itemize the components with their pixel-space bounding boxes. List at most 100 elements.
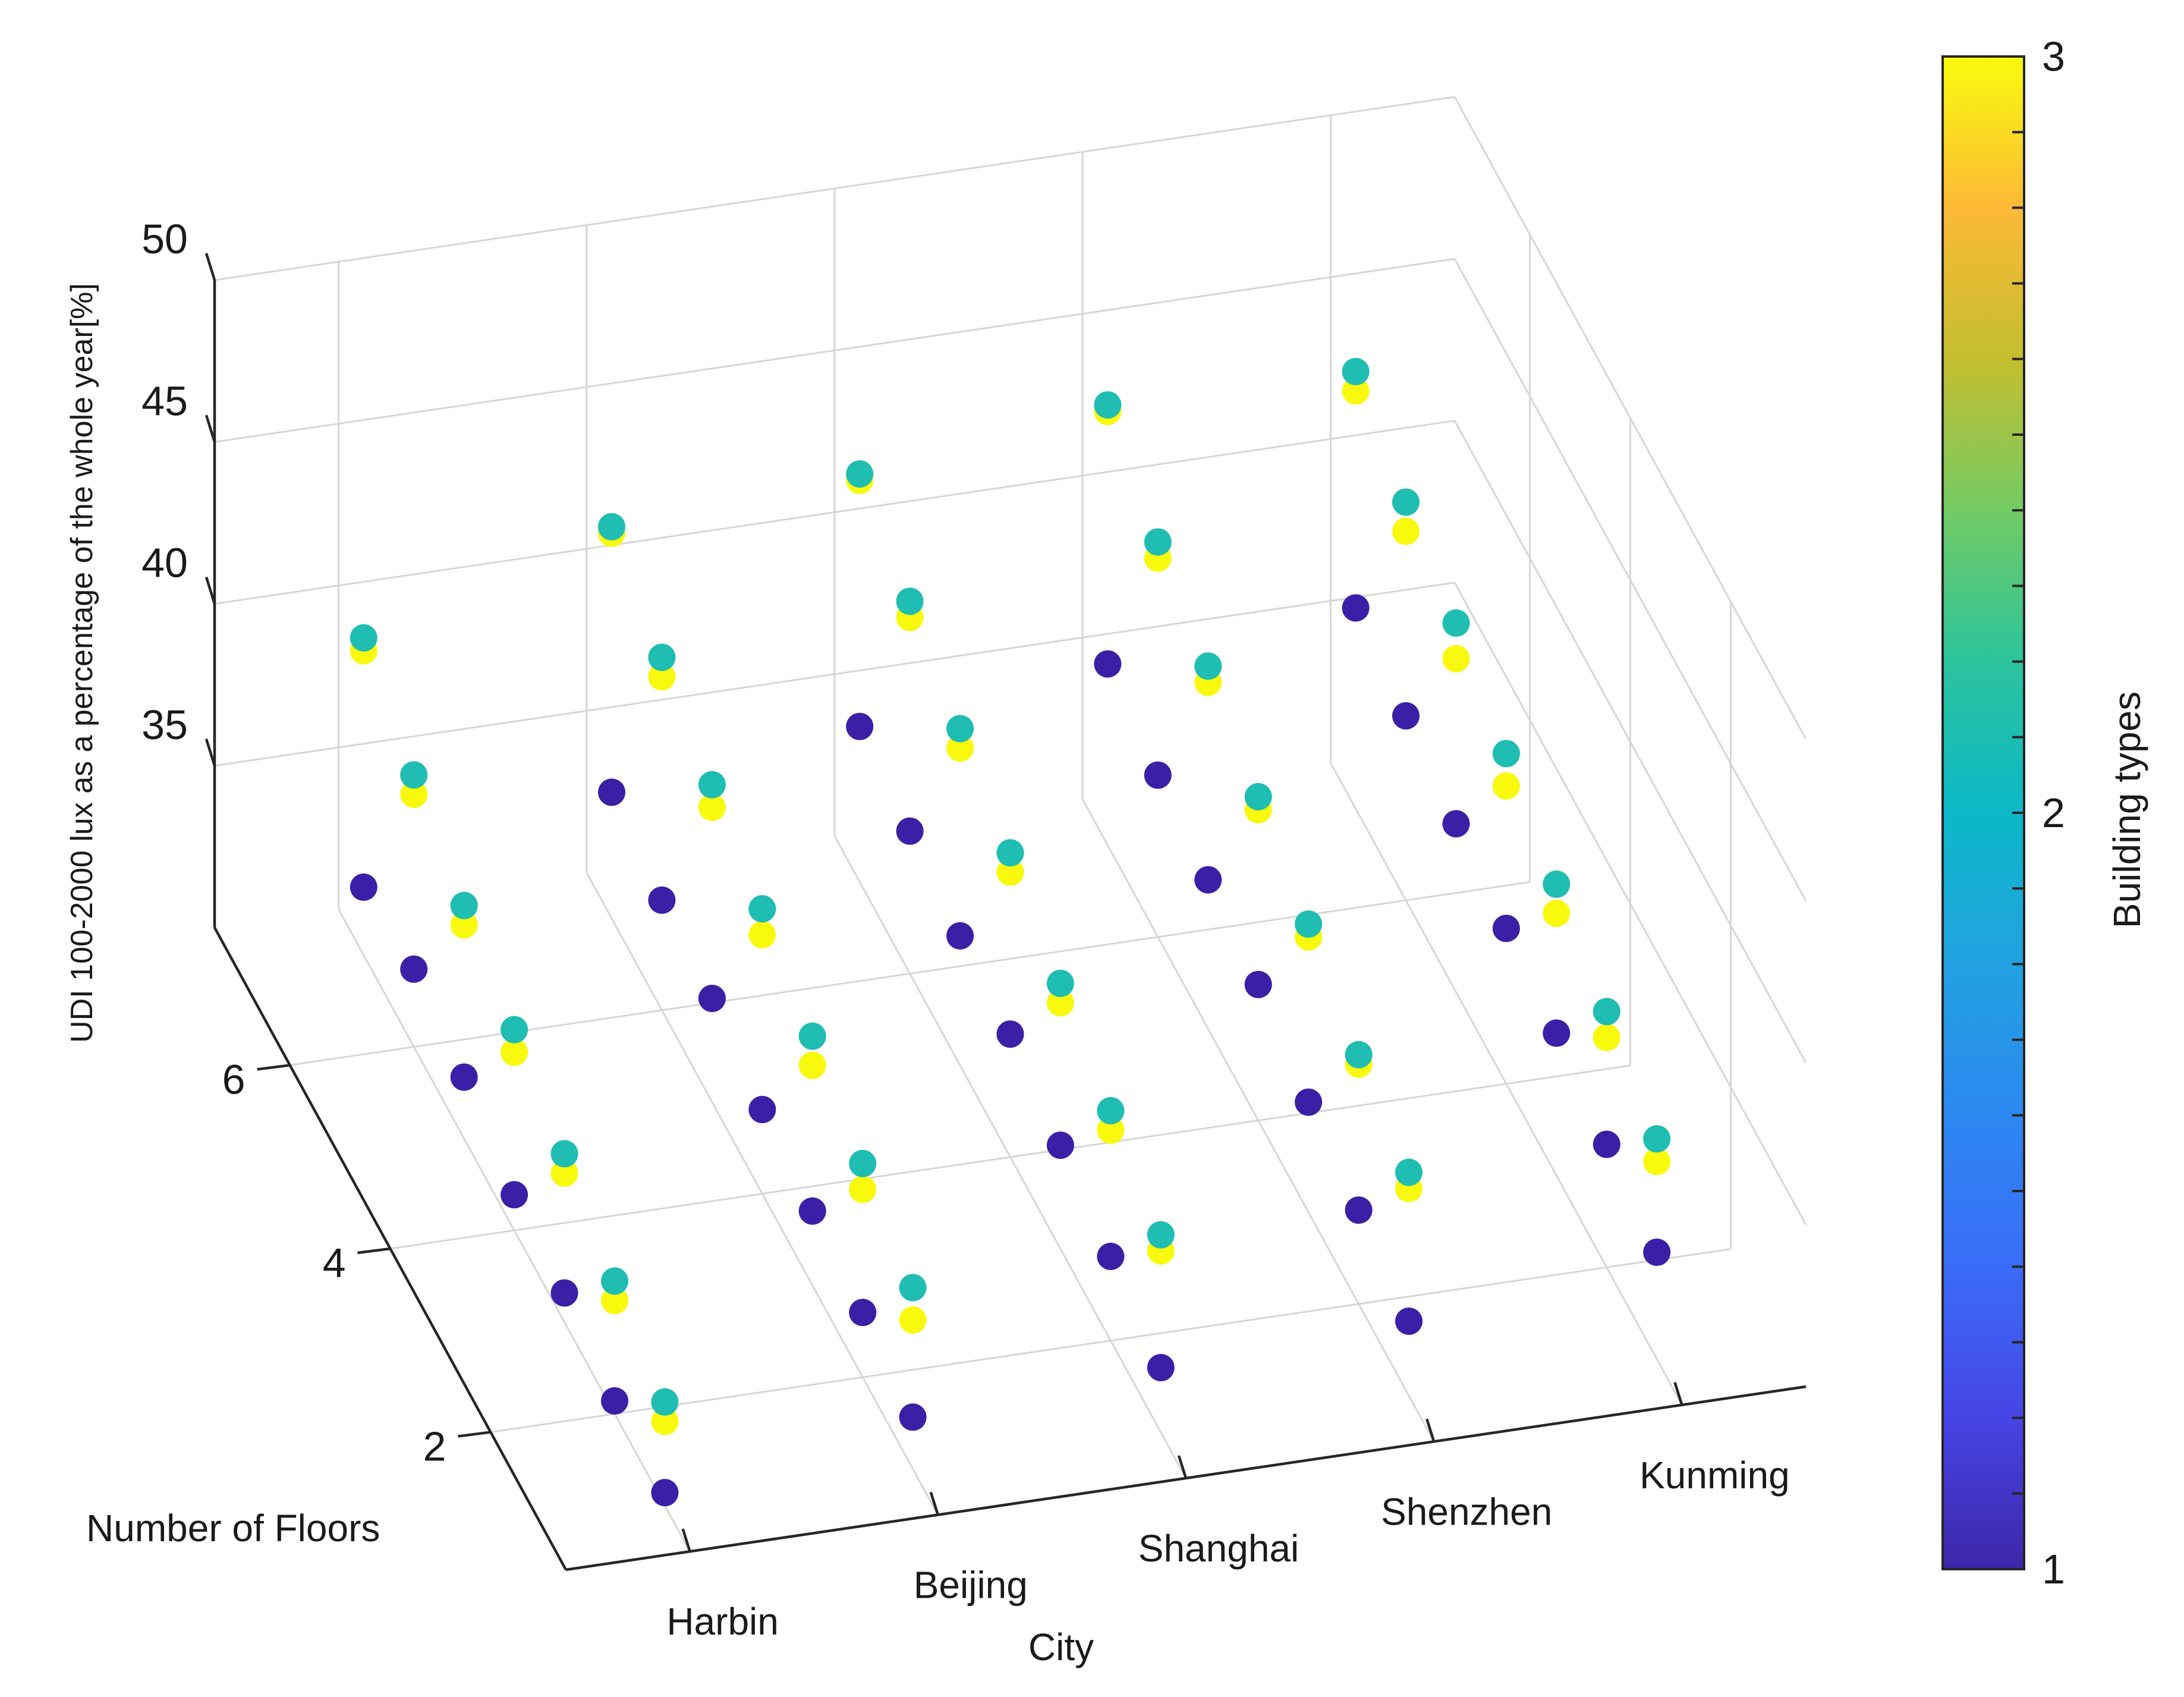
data-point-type1-shanghai-floor6 — [896, 817, 924, 845]
x-tick — [929, 1491, 939, 1516]
x-tick-label-harbin: Harbin — [666, 1600, 779, 1643]
data-point-type1-shanghai-floor4 — [996, 1020, 1024, 1048]
data-point-type1-kunming-floor2 — [1593, 1130, 1620, 1158]
x-tick — [1425, 1418, 1436, 1443]
data-point-type2-kunming-floor6 — [1392, 488, 1420, 516]
data-point-type2-shanghai-floor4 — [996, 839, 1024, 867]
data-point-type1-kunming-floor4 — [1492, 915, 1520, 942]
data-point-type2-beijing-floor7 — [598, 513, 625, 540]
data-point-type2-shanghai-floor6 — [896, 587, 924, 615]
data-point-type1-harbin-floor5 — [450, 1063, 478, 1091]
data-point-type2-shenzhen-floor2 — [1345, 1041, 1373, 1069]
data-point-type2-harbin-floor2 — [601, 1267, 628, 1295]
data-point-type3-harbin-floor1 — [651, 1407, 679, 1435]
data-point-type2-shanghai-floor1 — [1147, 1221, 1175, 1249]
x-tick — [1673, 1382, 1683, 1406]
data-point-type1-harbin-floor3 — [550, 1279, 578, 1307]
data-point-type1-shenzhen-floor3 — [1295, 1088, 1323, 1116]
data-point-type1-kunming-floor6 — [1392, 702, 1420, 730]
data-point-type3-beijing-floor4 — [748, 921, 776, 948]
data-point-type2-beijing-floor5 — [698, 771, 726, 799]
colorbar-tick-label: 1 — [2042, 1546, 2065, 1592]
data-point-type2-kunming-floor5 — [1442, 609, 1470, 637]
data-point-type1-shenzhen-floor5 — [1194, 866, 1222, 894]
points-layer — [350, 357, 1671, 1507]
data-point-type3-beijing-floor5 — [698, 793, 726, 821]
data-point-type1-shanghai-floor2 — [1097, 1243, 1125, 1270]
data-point-type2-beijing-floor1 — [899, 1274, 927, 1302]
data-point-type2-kunming-floor7 — [1342, 357, 1370, 385]
z-tick — [204, 253, 216, 281]
data-point-type3-harbin-floor5 — [450, 911, 478, 939]
data-point-type3-harbin-floor4 — [501, 1038, 528, 1066]
data-point-type1-harbin-floor1 — [651, 1479, 679, 1507]
data-point-type3-harbin-floor2 — [601, 1287, 628, 1315]
data-point-type2-harbin-floor1 — [651, 1388, 679, 1416]
data-point-type1-beijing-floor3 — [798, 1197, 826, 1225]
data-point-type3-kunming-floor4 — [1492, 772, 1520, 800]
axis-layer — [204, 253, 1807, 1572]
data-point-type2-shanghai-floor2 — [1097, 1097, 1125, 1124]
label-layer: Harbin Beijing Shanghai Shenzhen Kunming 2 4 6 3… — [141, 216, 1790, 1643]
data-point-type3-kunming-floor6 — [1392, 517, 1420, 545]
data-point-type3-kunming-floor3 — [1543, 900, 1571, 927]
data-point-type3-harbin-floor6 — [400, 780, 428, 808]
data-point-type2-harbin-floor6 — [400, 761, 428, 789]
grid-layer — [214, 96, 1807, 1552]
data-point-type1-kunming-floor5 — [1442, 810, 1470, 838]
data-point-type1-beijing-floor7 — [598, 778, 625, 806]
z-axis-title: UDI 100-2000 lux as a percentage of the … — [65, 283, 99, 1043]
z-tick-label: 35 — [141, 702, 188, 748]
y-tick-label: 2 — [423, 1423, 446, 1470]
gridline-floor-y — [289, 881, 1530, 1066]
gridline-backwall-z — [214, 96, 1455, 281]
x-tick — [681, 1528, 691, 1552]
y-tick-label: 4 — [323, 1240, 346, 1286]
data-point-type2-shanghai-floor7 — [846, 460, 874, 488]
data-point-type1-beijing-floor4 — [748, 1096, 776, 1123]
data-point-type1-kunming-floor1 — [1643, 1239, 1671, 1266]
data-point-type1-shenzhen-floor7 — [1094, 650, 1122, 678]
z-tick — [204, 576, 216, 605]
data-point-type2-shenzhen-floor7 — [1094, 391, 1122, 419]
x-axis-title: City — [1028, 1626, 1094, 1668]
data-point-type3-shanghai-floor4 — [996, 858, 1024, 886]
data-point-type2-harbin-floor4 — [501, 1016, 528, 1044]
data-point-type1-harbin-floor2 — [601, 1387, 628, 1415]
gridline-sidewall-z — [1453, 258, 1807, 902]
data-point-type3-kunming-floor2 — [1593, 1023, 1620, 1051]
data-point-type1-kunming-floor3 — [1543, 1019, 1571, 1047]
colorbar-tick-label: 2 — [2042, 790, 2065, 836]
gridline-sidewall-z — [1453, 582, 1807, 1225]
data-point-type2-shenzhen-floor3 — [1295, 910, 1323, 938]
data-point-type2-beijing-floor2 — [849, 1149, 877, 1177]
data-point-type2-kunming-floor1 — [1643, 1125, 1671, 1153]
data-point-type3-shanghai-floor2 — [1097, 1116, 1125, 1144]
data-point-type2-shanghai-floor5 — [946, 715, 974, 743]
z-tick-label: 45 — [141, 378, 188, 424]
data-point-type3-beijing-floor1 — [899, 1306, 927, 1334]
data-point-type2-kunming-floor4 — [1492, 740, 1520, 768]
data-point-type1-shanghai-floor3 — [1046, 1132, 1074, 1159]
data-point-type1-shanghai-floor1 — [1147, 1354, 1175, 1381]
data-point-type1-beijing-floor2 — [849, 1299, 877, 1327]
gridline-floor-y — [490, 1248, 1731, 1434]
axis-titles: City Number of Floors UDI 100-2000 lux a… — [65, 283, 1094, 1668]
data-point-type2-harbin-floor7 — [350, 624, 377, 652]
data-point-type1-shanghai-floor5 — [946, 922, 974, 950]
data-point-type2-harbin-floor3 — [550, 1140, 578, 1168]
y-axis-title: Number of Floors — [86, 1507, 380, 1550]
plot-area: Harbin Beijing Shanghai Shenzhen Kunming 2 4 6 3… — [141, 96, 1807, 1643]
data-point-type1-shenzhen-floor4 — [1244, 970, 1272, 998]
data-point-type1-harbin-floor7 — [350, 873, 377, 901]
data-point-type1-harbin-floor6 — [400, 955, 428, 983]
data-point-type3-shanghai-floor5 — [946, 734, 974, 762]
data-point-type1-beijing-floor6 — [648, 886, 676, 914]
data-point-type3-beijing-floor3 — [798, 1051, 826, 1079]
data-point-type2-shenzhen-floor4 — [1244, 782, 1272, 810]
y-tick — [257, 1064, 290, 1071]
gridline-floor-y — [390, 1064, 1631, 1250]
colorbar-ticks: 1 2 3 — [2012, 33, 2065, 1592]
y-tick — [357, 1247, 391, 1255]
x-tick-label-kunming: Kunming — [1639, 1454, 1790, 1497]
